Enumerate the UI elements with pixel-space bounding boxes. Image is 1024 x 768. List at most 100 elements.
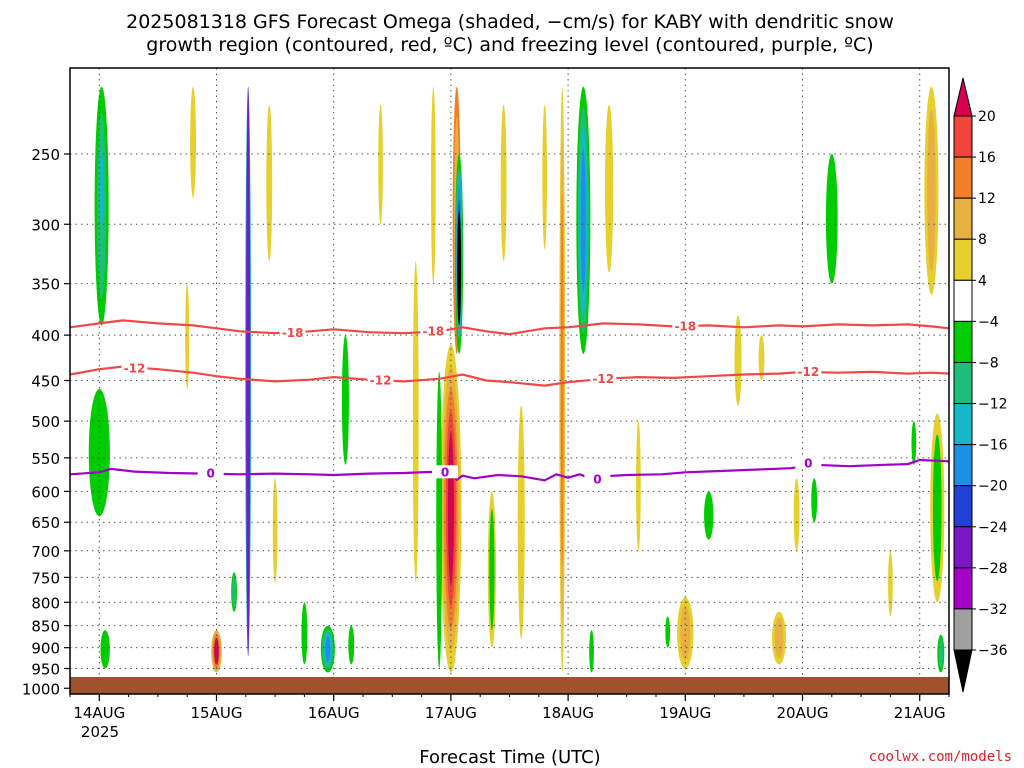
y-axis: 250 300 350 400 450 500 550 600 650 700 750 800 850 9… (22, 146, 70, 698)
contour-line (70, 319, 949, 336)
omega-cell (888, 550, 893, 617)
omega-shading (88, 86, 945, 673)
omega-cell (932, 434, 942, 582)
y-tick-label: 950 (31, 660, 60, 678)
y-tick-label: 350 (31, 276, 60, 294)
omega-cell (793, 478, 800, 551)
colorbar-segment (953, 238, 973, 281)
colorbar-segment (953, 608, 973, 651)
omega-cell (811, 478, 818, 523)
omega-cell (99, 149, 104, 226)
omega-cell (825, 153, 838, 284)
x-tick-label: 21AUG (894, 704, 946, 722)
colorbar-label: −24 (978, 520, 1008, 536)
colorbar-label: −8 (978, 355, 999, 371)
omega-cell (774, 617, 784, 659)
colorbar-label: −36 (978, 643, 1008, 659)
omega-cell (436, 371, 443, 669)
contour-label-bg (584, 472, 611, 486)
colorbar-label: −12 (978, 397, 1008, 413)
x-axis: 14AUG 15AUG 16AUG 17AUG 18AUG 19AUG 20AUG 21AUG (69, 694, 950, 722)
colorbar-arrow-top (953, 77, 973, 117)
contour-label: 0 (441, 465, 449, 479)
chart-title-line2: growth region (contoured, red, ºC) and f… (146, 34, 873, 56)
colorbar-label: −28 (978, 561, 1008, 577)
colorbar-label: 12 (978, 191, 996, 207)
x-tick-label: 18AUG (542, 704, 594, 722)
colorbar-label: 4 (978, 273, 987, 289)
colorbar-segment (953, 485, 973, 528)
contour-label: -18 (674, 319, 696, 333)
grid-lines (70, 68, 949, 694)
y-tick-label: 650 (31, 514, 60, 532)
colorbar: 20 16 12 8 4 −4 −8 −12 −16 −20 −24 −28 −32 −36 (953, 77, 1008, 693)
colorbar-label: −20 (978, 479, 1008, 495)
x-tick-label: 14AUG (73, 704, 125, 722)
omega-cell (734, 315, 742, 406)
omega-cell (911, 421, 917, 465)
omega-cell (100, 630, 110, 669)
omega-cell (266, 104, 273, 261)
chart-title-line1: 2025081318 GFS Forecast Omega (shaded, −… (126, 11, 894, 33)
omega-cell (758, 335, 765, 381)
omega-cell (938, 638, 943, 669)
colorbar-segment (953, 197, 973, 240)
y-tick-label: 300 (31, 216, 60, 234)
omega-cell (489, 508, 495, 631)
colorbar-label: −16 (978, 438, 1008, 454)
contour-label-bg (420, 324, 447, 338)
omega-cell (927, 109, 936, 272)
y-tick-label: 550 (31, 450, 60, 468)
colorbar-segment (953, 320, 973, 363)
omega-cell (500, 104, 507, 261)
x-tick-label: 15AUG (191, 704, 243, 722)
y-tick-label: 750 (31, 569, 60, 587)
omega-cell (378, 104, 383, 225)
colorbar-label: 8 (978, 232, 987, 248)
contour-label-bg (672, 319, 699, 333)
contour-label-bg (432, 465, 459, 479)
omega-cell (680, 605, 691, 661)
colorbar-segment (953, 361, 973, 405)
x-tick-year: 2025 (81, 723, 119, 741)
y-tick-label: 800 (31, 594, 60, 612)
omega-cell (665, 616, 671, 648)
colorbar-label: 20 (978, 109, 996, 125)
y-tick-label: 500 (31, 413, 60, 431)
omega-cell (325, 636, 331, 662)
omega-cell (232, 576, 236, 608)
y-tick-label: 900 (31, 640, 60, 658)
contour-lines: -18 -18 -18 -12 -12 -12 -12 0 0 0 0 (70, 319, 949, 487)
colorbar-segment (953, 279, 973, 322)
colorbar-segment (953, 567, 973, 610)
colorbar-label: −32 (978, 602, 1008, 618)
omega-cell (88, 388, 110, 517)
contour-label: -12 (124, 361, 146, 375)
contour-label-bg (590, 371, 617, 385)
omega-cell (605, 104, 614, 273)
omega-cell (190, 86, 196, 198)
omega-cell (412, 260, 419, 583)
colorbar-segment (953, 403, 973, 446)
omega-cell (542, 104, 547, 250)
colorbar-segment (953, 444, 973, 487)
omega-cell (272, 478, 278, 583)
contour-label-bg (795, 364, 822, 378)
x-axis-label: Forecast Time (UTC) (419, 747, 600, 768)
contour-label-bg (795, 456, 822, 470)
omega-cell (348, 625, 355, 665)
omega-cell (246, 86, 251, 657)
ground-fill (70, 677, 949, 694)
omega-cell (341, 335, 349, 465)
contour-line (70, 458, 949, 482)
y-tick-label: 600 (31, 483, 60, 501)
omega-cell (301, 602, 308, 665)
y-tick-label: 1000 (22, 680, 60, 698)
contour-label: -18 (422, 324, 444, 338)
colorbar-arrow-bottom (953, 649, 973, 693)
omega-cell (457, 211, 462, 326)
omega-cell (580, 148, 586, 293)
x-tick-label: 16AUG (308, 704, 360, 722)
omega-cell (704, 491, 714, 540)
colorbar-label: −4 (978, 314, 999, 330)
